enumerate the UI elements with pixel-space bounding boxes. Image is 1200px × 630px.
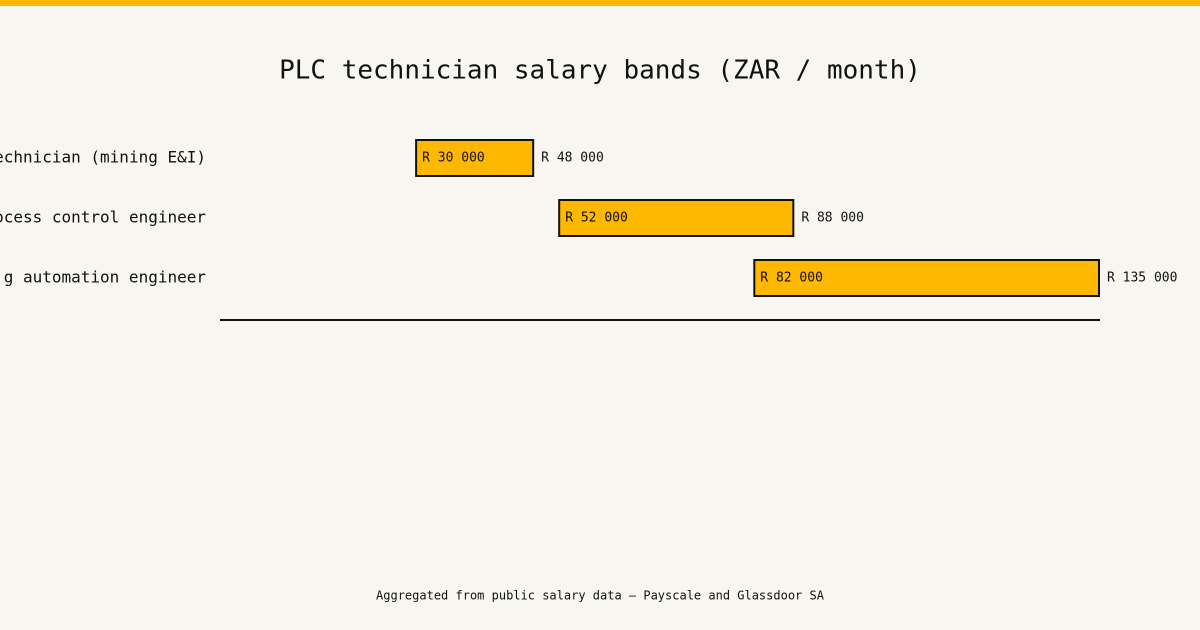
start-label: R 30 000 <box>422 151 485 166</box>
start-label: R 52 000 <box>565 211 628 226</box>
source-note: Aggregated from public salary data — Pay… <box>376 589 825 603</box>
end-label: R 48 000 <box>541 151 604 166</box>
category-label: g automation engineer <box>4 268 207 287</box>
end-label: R 88 000 <box>801 211 864 226</box>
start-label: R 82 000 <box>760 271 823 286</box>
category-label: ocess control engineer <box>0 208 206 227</box>
range-bar <box>753 259 1100 297</box>
category-label: echnician (mining E&I) <box>0 148 206 167</box>
top-stripe <box>0 0 1200 6</box>
range-bar <box>415 139 535 177</box>
end-label: R 135 000 <box>1107 271 1177 286</box>
chart-title: PLC technician salary bands (ZAR / month… <box>279 56 921 86</box>
range-bar <box>558 199 795 237</box>
